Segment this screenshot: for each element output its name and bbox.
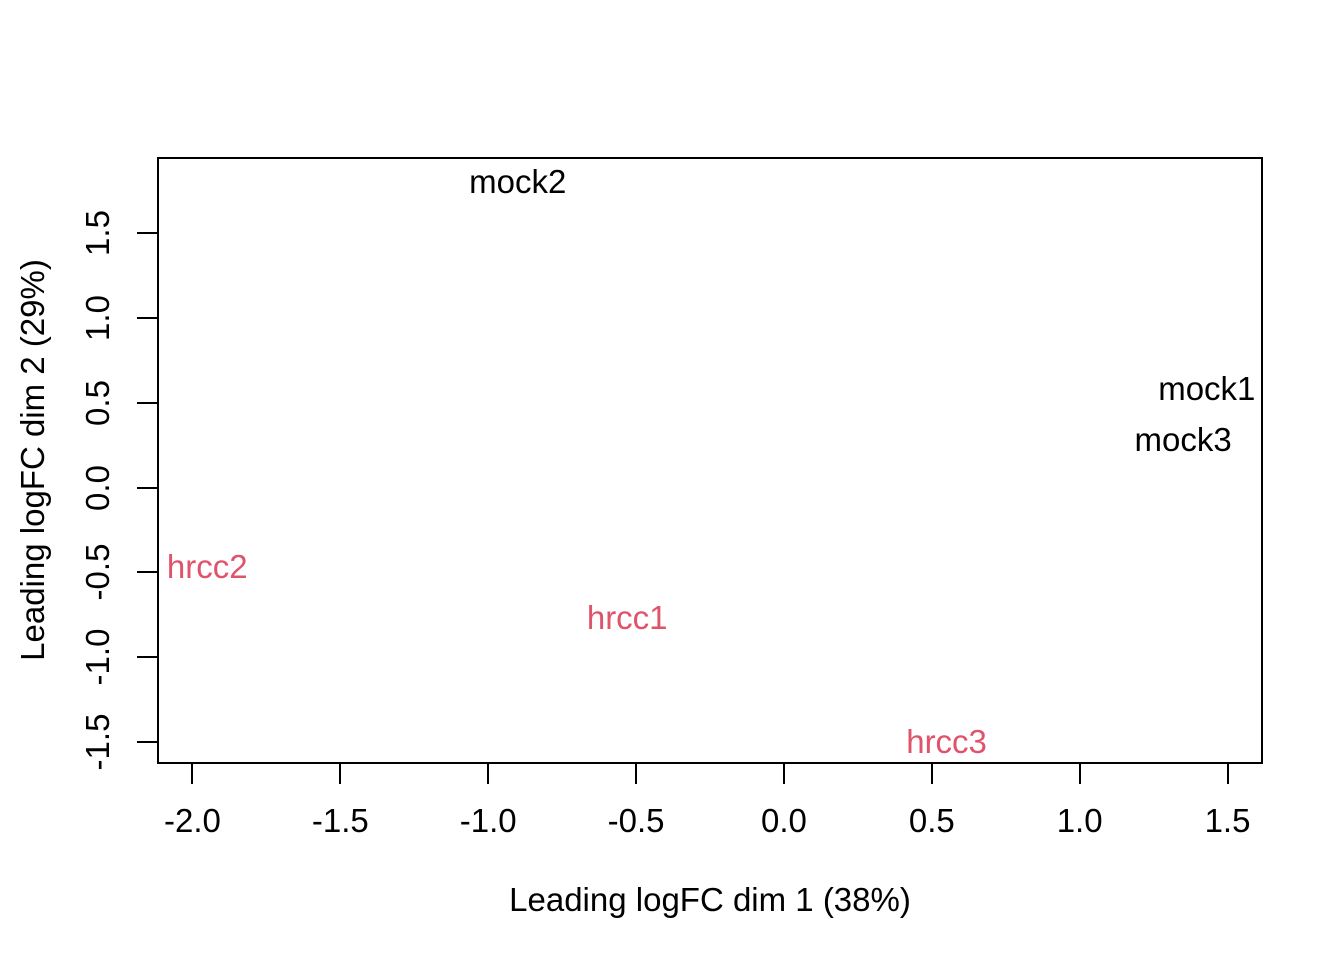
y-tick-mark xyxy=(137,486,157,489)
sample-label-hrcc2: hrcc2 xyxy=(166,548,248,586)
x-tick-label: 0.0 xyxy=(760,802,807,839)
sample-label-mock3: mock3 xyxy=(1134,421,1232,459)
x-tick-mark xyxy=(930,764,933,784)
sample-label-mock2: mock2 xyxy=(469,163,567,201)
x-tick-label: -2.0 xyxy=(164,802,221,839)
x-tick-mark xyxy=(1226,764,1229,784)
y-tick-mark xyxy=(137,571,157,574)
x-tick-label: 1.5 xyxy=(1204,802,1251,839)
x-tick-mark xyxy=(487,764,490,784)
y-tick-label: 0.5 xyxy=(79,379,116,426)
y-tick-label: 1.0 xyxy=(79,295,116,341)
x-tick-label: -1.0 xyxy=(459,802,517,839)
y-tick-label: -1.0 xyxy=(79,628,116,686)
y-tick-label: -1.5 xyxy=(79,713,116,771)
x-axis-title: Leading logFC dim 1 (38%) xyxy=(509,881,911,918)
x-tick-mark xyxy=(1078,764,1081,784)
x-tick-label: 1.0 xyxy=(1056,802,1103,839)
y-tick-label: 0.0 xyxy=(79,464,116,511)
x-tick-label: -0.5 xyxy=(607,802,665,839)
y-tick-mark xyxy=(137,232,157,235)
y-tick-mark xyxy=(137,656,157,659)
x-tick-mark xyxy=(635,764,638,784)
x-tick-label: 0.5 xyxy=(908,802,955,839)
x-tick-mark xyxy=(191,764,194,784)
y-tick-label: -0.5 xyxy=(79,543,116,601)
y-tick-label: 1.5 xyxy=(79,210,116,257)
y-tick-mark xyxy=(137,317,157,320)
x-tick-mark xyxy=(339,764,342,784)
sample-label-mock1: mock1 xyxy=(1158,370,1256,408)
y-tick-mark xyxy=(137,401,157,404)
x-tick-mark xyxy=(782,764,785,784)
y-axis-title: Leading logFC dim 2 (29%) xyxy=(14,259,51,661)
sample-label-hrcc1: hrcc1 xyxy=(586,599,668,637)
plot-area xyxy=(157,157,1263,764)
y-tick-mark xyxy=(137,740,157,743)
sample-label-hrcc3: hrcc3 xyxy=(906,722,987,760)
x-tick-label: -1.5 xyxy=(311,802,369,839)
